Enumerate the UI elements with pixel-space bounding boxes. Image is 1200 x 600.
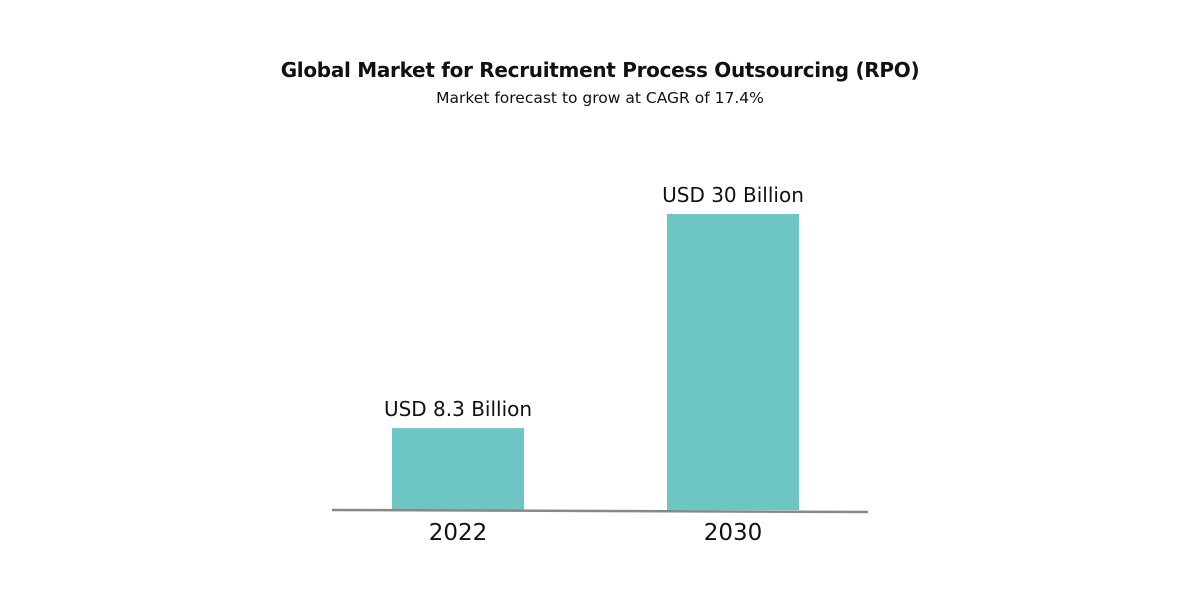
data-label: USD 30 Billion xyxy=(662,183,804,207)
x-tick-label: 2030 xyxy=(704,520,763,546)
x-axis-baseline xyxy=(331,508,869,514)
chart-title: Global Market for Recruitment Process Ou… xyxy=(280,58,920,82)
chart-subtitle: Market forecast to grow at CAGR of 17.4% xyxy=(436,89,764,107)
data-label: USD 8.3 Billion xyxy=(384,397,532,421)
bar-2030 xyxy=(667,214,799,510)
bar-2022 xyxy=(392,428,524,510)
x-tick-label: 2022 xyxy=(429,520,488,546)
